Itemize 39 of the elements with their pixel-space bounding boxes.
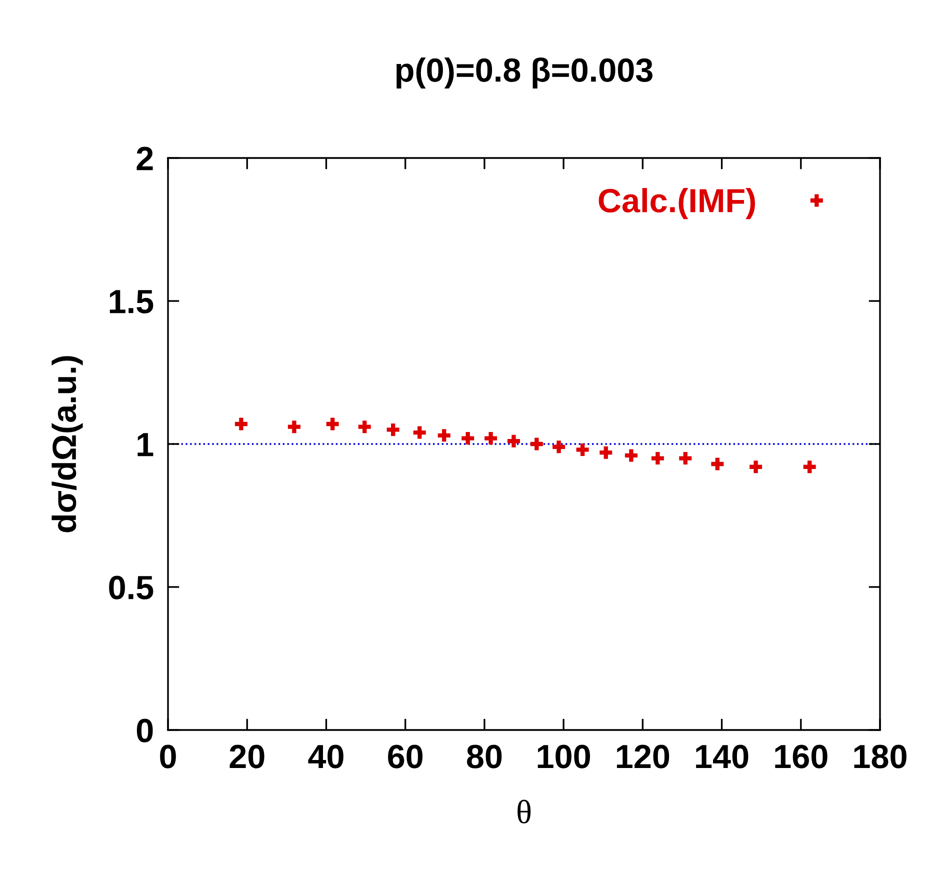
y-tick-label: 1.5 bbox=[110, 290, 154, 314]
legend-label: Calc.(IMF) bbox=[598, 188, 756, 220]
point bbox=[600, 446, 612, 459]
point bbox=[624, 449, 638, 462]
x-tick-label: 40 bbox=[308, 744, 344, 768]
x-tick-label: 60 bbox=[388, 744, 423, 768]
y-tick-label: 1 bbox=[138, 433, 154, 456]
point bbox=[507, 434, 520, 448]
point bbox=[326, 418, 339, 430]
point bbox=[413, 426, 426, 439]
x-tick-label: 180 bbox=[854, 744, 906, 768]
point bbox=[462, 432, 474, 445]
y-tick-label: 0.5 bbox=[109, 576, 154, 600]
x-tick-label: 160 bbox=[775, 744, 828, 768]
y-tick-label: 0 bbox=[136, 718, 153, 742]
point bbox=[750, 460, 762, 474]
point bbox=[386, 423, 400, 436]
point bbox=[358, 420, 371, 434]
point bbox=[234, 418, 248, 430]
point bbox=[651, 452, 664, 465]
point bbox=[552, 440, 566, 454]
y-axis-title: dσ/dΩ(a.u.) bbox=[52, 356, 83, 532]
point bbox=[288, 420, 300, 434]
point bbox=[484, 432, 498, 445]
x-tick-label: 0 bbox=[160, 744, 176, 768]
point bbox=[576, 443, 589, 456]
x-tick-label: 100 bbox=[538, 744, 590, 768]
x-axis-title: θ bbox=[518, 800, 531, 824]
point bbox=[530, 438, 543, 450]
point bbox=[803, 460, 816, 474]
x-tick-label: 20 bbox=[230, 744, 264, 768]
y-tick-label: 2 bbox=[136, 146, 153, 170]
x-tick-label: 120 bbox=[616, 744, 670, 768]
point bbox=[438, 429, 450, 442]
chart-title: p(0)=0.8 β=0.003 bbox=[396, 57, 652, 89]
point bbox=[679, 452, 692, 465]
x-tick-label: 140 bbox=[696, 744, 748, 768]
x-tick-label: 80 bbox=[466, 744, 502, 768]
point bbox=[711, 458, 724, 470]
